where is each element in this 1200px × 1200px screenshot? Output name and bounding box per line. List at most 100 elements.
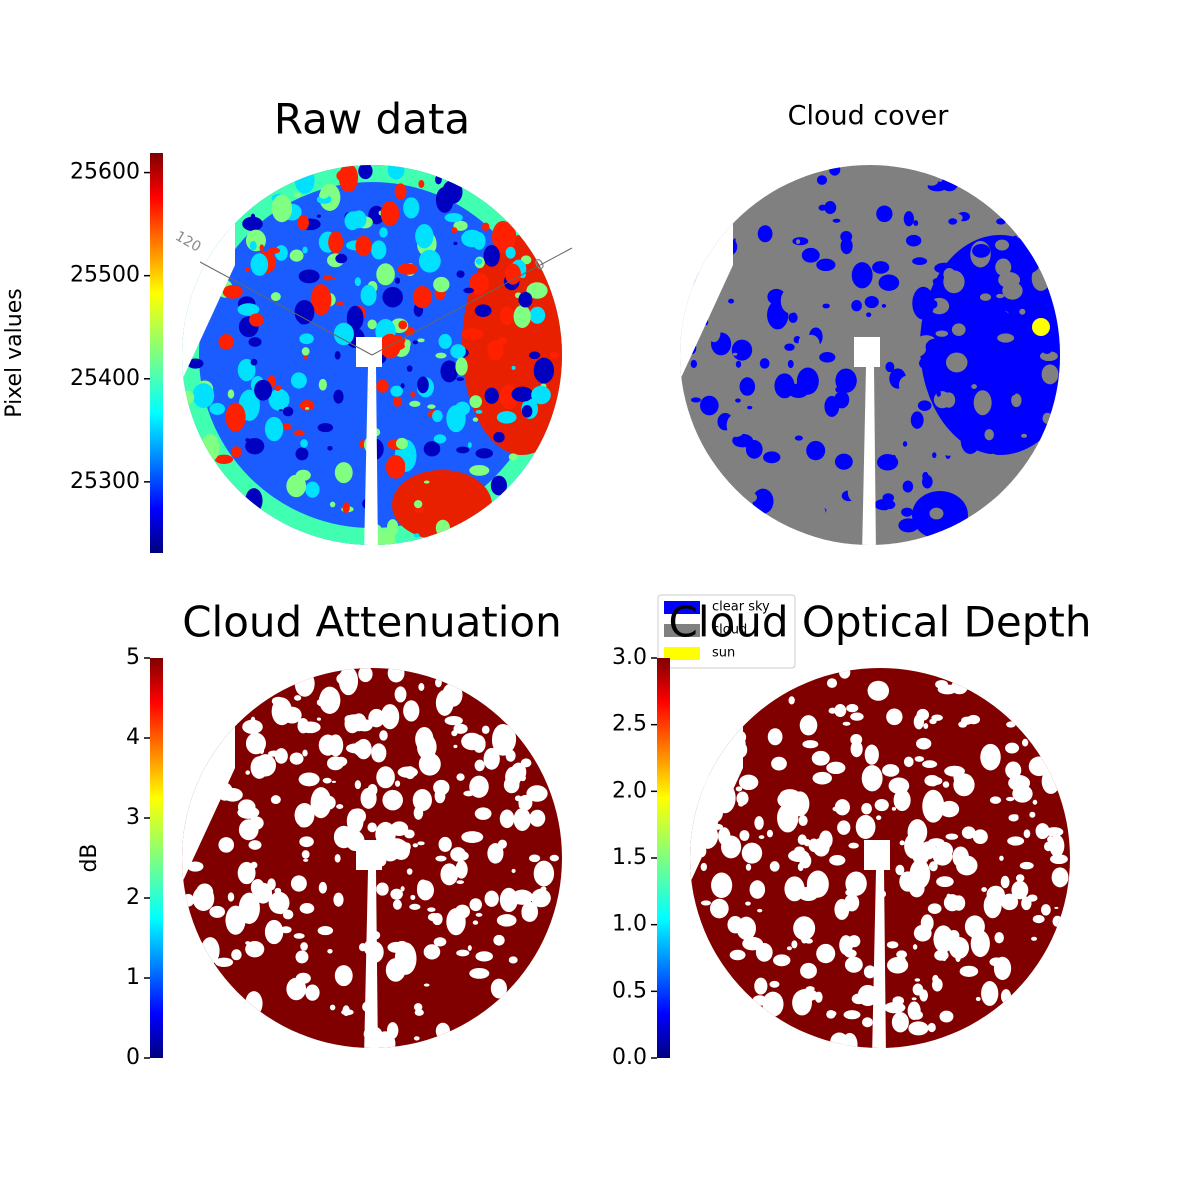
blob [358,165,373,180]
blob [820,529,839,545]
blob [838,339,849,346]
blob [846,704,859,713]
blob [912,847,930,865]
blob [222,284,243,299]
blob [837,820,851,835]
blob [528,351,541,360]
colorbar-tick-label: 2.0 [612,778,647,803]
blob [511,889,534,905]
blob [286,474,307,498]
blob [719,446,736,458]
blob [891,1012,909,1033]
blob [735,786,743,792]
blob [456,270,465,278]
blob [299,400,315,411]
blob [877,454,899,471]
blob [788,383,809,399]
blob [209,905,226,918]
blob [916,737,932,750]
blob [299,836,314,848]
blob [759,358,770,369]
blob [394,183,407,200]
blob [225,402,246,432]
blob [793,916,816,941]
blob [474,304,492,317]
blob [237,861,256,885]
blob [934,949,949,961]
blob [902,344,920,362]
blob [282,406,294,417]
blob [699,395,719,416]
blob [958,721,968,728]
blob [469,395,483,409]
blob [1035,823,1050,840]
colorbar-tick-label: 1 [126,965,140,990]
blob [192,886,215,911]
blob [847,481,868,504]
blob [218,837,235,853]
blob [989,352,994,358]
blob [812,837,830,857]
blob [933,925,954,953]
blob [951,323,966,336]
blob [456,446,470,454]
blob [794,435,803,441]
blob [922,760,938,769]
blob [788,312,798,324]
blob [475,761,483,768]
blob [999,855,1004,861]
blob [214,957,234,967]
blob [862,1017,873,1028]
blob [282,909,294,920]
blob [526,785,548,802]
blob [453,723,468,734]
blob [418,752,441,776]
blob [1054,906,1059,909]
blob [758,955,764,959]
blob [290,875,307,892]
blob [316,214,321,218]
blob [745,440,763,459]
blob [367,822,377,833]
blob [531,888,551,908]
blob [788,696,795,705]
blob [394,780,401,787]
blob [346,305,364,331]
blob [882,764,900,777]
blob [942,781,950,788]
blob [182,893,195,907]
blob [328,734,344,757]
mask [356,337,382,545]
blob [911,1010,923,1020]
blob [376,766,395,789]
blob [826,1009,836,1019]
blob [390,385,403,397]
blob [738,774,759,791]
blob [511,868,516,873]
blob [1006,721,1016,728]
blob [732,352,738,356]
blob [491,723,514,756]
blob [861,765,883,792]
sky-image [680,165,1060,545]
blob [322,777,332,784]
blob [834,704,847,718]
blob [839,668,851,679]
blob [293,933,305,939]
blob [268,247,281,254]
blob [438,333,452,349]
blob [528,854,541,863]
blob [521,908,533,921]
blob [1013,326,1021,336]
blob [806,440,826,461]
blob [912,286,935,320]
panel-title: Cloud Attenuation [182,598,562,647]
blob [949,462,969,474]
blob [1002,281,1023,300]
blob [415,223,434,249]
blob [331,780,336,783]
blob [423,983,430,987]
blob [893,253,904,265]
blob [786,946,792,951]
